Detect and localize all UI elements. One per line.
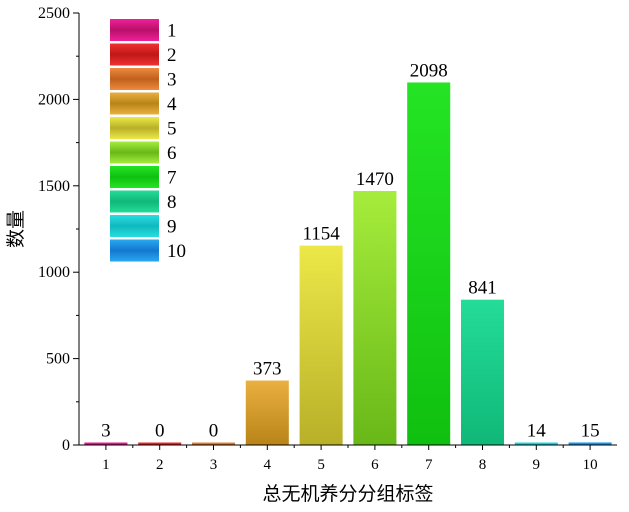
y-tick-label-2000: 2000	[38, 91, 70, 108]
y-tick-label-1000: 1000	[38, 264, 70, 281]
x-tick-label-1: 1	[102, 457, 110, 473]
bar-7	[407, 82, 450, 445]
y-tick-label-500: 500	[46, 351, 70, 368]
x-tick-label-7: 7	[425, 457, 433, 473]
legend-swatch-7	[110, 166, 159, 188]
x-tick-label-2: 2	[156, 457, 164, 473]
legend-label-7: 7	[167, 168, 177, 189]
legend-swatch-8	[110, 191, 159, 213]
value-label-6: 1470	[356, 169, 394, 190]
x-tick-label-10: 10	[583, 457, 598, 473]
x-tick-label-5: 5	[317, 457, 325, 473]
legend-label-8: 8	[167, 192, 177, 213]
y-tick-label-0: 0	[62, 437, 70, 454]
x-tick-label-3: 3	[210, 457, 218, 473]
legend-label-10: 10	[167, 241, 186, 262]
value-label-5: 1154	[302, 224, 340, 245]
legend: 1 2 3 4 5 6 7 8 9 10	[110, 19, 186, 262]
x-axis-label: 总无机养分分组标签	[262, 483, 433, 505]
value-label-4: 373	[253, 359, 282, 380]
value-label-7: 2098	[410, 60, 448, 81]
legend-swatch-3	[110, 68, 159, 90]
x-tick-label-4: 4	[264, 457, 272, 473]
value-label-1: 3	[101, 421, 111, 442]
legend-label-9: 9	[167, 217, 177, 238]
y-tick-label-2500: 2500	[38, 5, 70, 22]
value-label-3: 0	[209, 421, 219, 442]
x-tick-label-9: 9	[533, 457, 541, 473]
bar-5	[300, 246, 343, 445]
value-label-2: 0	[155, 421, 165, 442]
y-axis-label: 数量	[5, 210, 27, 248]
legend-swatch-9	[110, 215, 159, 237]
value-label-9: 14	[527, 421, 547, 442]
legend-label-2: 2	[167, 45, 177, 66]
legend-swatch-1	[110, 19, 159, 41]
x-tick-label-8: 8	[479, 457, 487, 473]
bars-layer	[84, 82, 611, 445]
legend-swatch-6	[110, 142, 159, 164]
legend-label-6: 6	[167, 143, 177, 164]
value-label-8: 841	[468, 278, 497, 299]
legend-swatch-10	[110, 240, 159, 262]
legend-label-1: 1	[167, 21, 177, 42]
legend-label-4: 4	[167, 94, 177, 115]
legend-swatch-4	[110, 93, 159, 115]
legend-swatch-5	[110, 117, 159, 139]
legend-swatch-2	[110, 44, 159, 66]
legend-label-3: 3	[167, 70, 177, 91]
bar-8	[461, 300, 504, 445]
legend-label-5: 5	[167, 119, 177, 140]
y-tick-label-1500: 1500	[38, 178, 70, 195]
value-label-10: 15	[581, 420, 600, 441]
x-tick-label-6: 6	[371, 457, 379, 473]
bar-4	[246, 381, 289, 445]
bar-6	[353, 191, 396, 445]
